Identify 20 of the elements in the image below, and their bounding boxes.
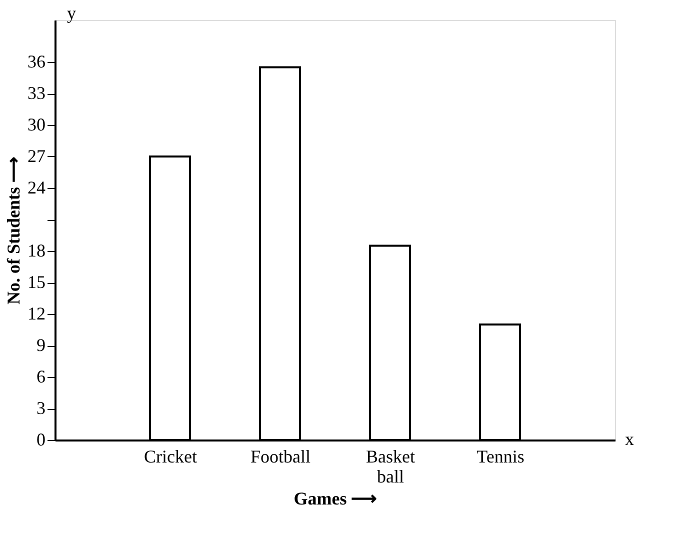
x-axis-title: Games ⟶ [294, 488, 378, 508]
x-tick-label: Basket ball [366, 446, 415, 486]
x-tick-label: Football [250, 446, 311, 466]
annotation: y [67, 3, 76, 23]
y-tick-label: 12 [28, 304, 46, 324]
x-tick-label: Tennis [476, 446, 524, 466]
text: x [625, 429, 634, 449]
y-tick-label: 3 [36, 398, 46, 418]
y-tick-label: 0 [36, 430, 46, 450]
y-tick-label: 36 [28, 52, 46, 72]
y-tick-label: 15 [28, 272, 46, 292]
x-tick-label: Cricket [144, 446, 197, 466]
y-tick-label: 6 [36, 366, 46, 386]
y-tick-label: 9 [36, 335, 46, 355]
y-tick-label: 30 [28, 114, 46, 134]
y-axis-title: No. of Students ⟶ [4, 156, 24, 305]
y-tick-label: 33 [28, 83, 46, 103]
y-tick-label: 24 [28, 178, 46, 198]
y-tick-label: 27 [28, 146, 46, 166]
y-tick-label: 18 [28, 240, 46, 260]
